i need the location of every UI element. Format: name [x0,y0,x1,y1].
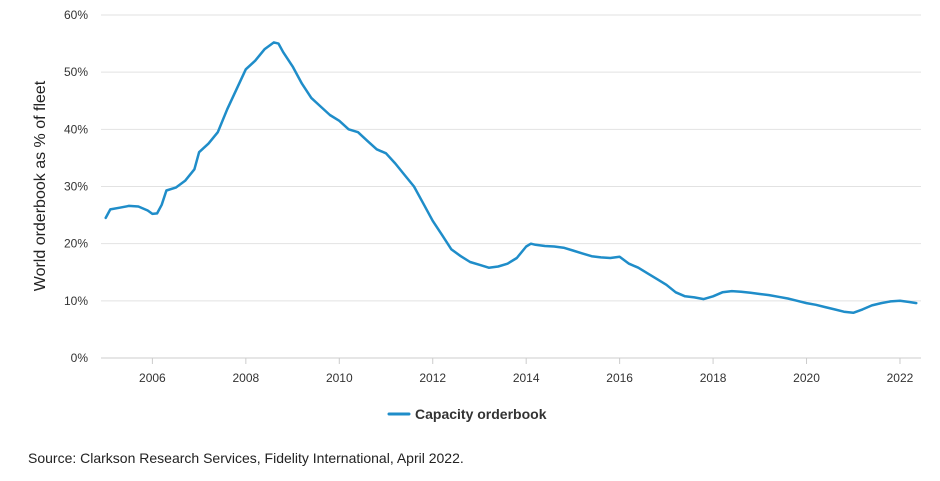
x-tick-label: 2018 [700,371,727,385]
source-note: Source: Clarkson Research Services, Fide… [28,450,464,466]
y-tick-label: 10% [64,294,88,308]
x-tick-label: 2014 [513,371,540,385]
y-tick-label: 40% [64,122,88,136]
x-tick-label: 2020 [793,371,820,385]
y-tick-label: 0% [71,351,89,365]
grid-lines [101,14,921,302]
y-tick-label: 60% [64,8,88,22]
x-axis-ticks: 2006 2008 2010 2012 2014 2016 2018 2020 2022 [139,358,914,385]
x-tick-label: 2006 [139,371,166,385]
y-axis-label: World orderbook as % of fleet [32,80,49,291]
x-tick-label: 2012 [419,371,446,385]
x-tick-label: 2010 [326,371,353,385]
x-tick-label: 2008 [232,371,259,385]
y-tick-label: 30% [64,180,88,194]
x-tick-label: 2022 [887,371,914,385]
legend[interactable]: Capacity orderbook [387,406,547,422]
y-tick-label: 20% [64,237,88,251]
series-layer [104,41,918,315]
legend-label: Capacity orderbook [415,406,547,422]
series-line-capacity-orderbook[interactable] [104,41,918,315]
y-axis-ticks: 0% 10% 20% 30% 40% 50% 60% [64,8,88,365]
x-tick-label: 2016 [606,371,633,385]
y-tick-label: 50% [64,65,88,79]
